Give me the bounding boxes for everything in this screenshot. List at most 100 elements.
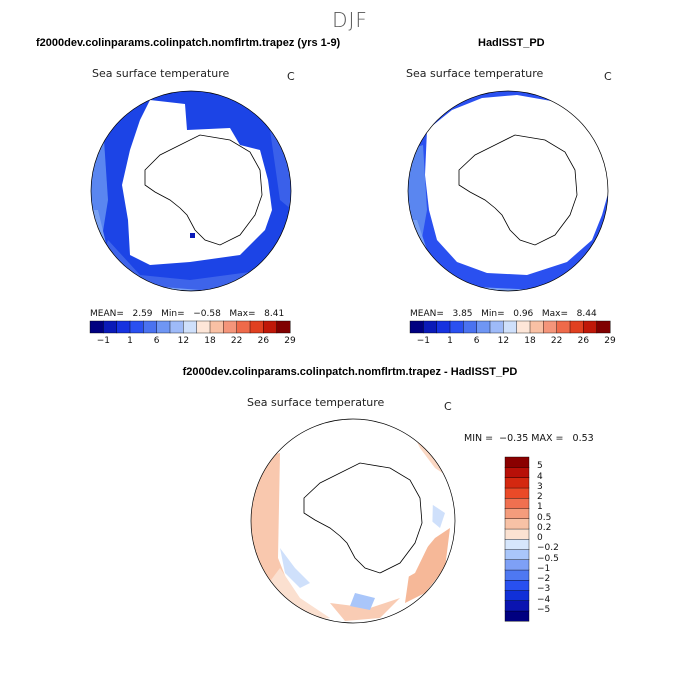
colorbar-swatch (504, 559, 530, 571)
colorbar-level-label: 0.5 (537, 512, 552, 523)
colorbar-swatch (504, 456, 530, 468)
panel1-stats: MEAN= 2.59 Min= −0.58 Max= 8.41 (90, 309, 284, 319)
panel3-warm-anomaly-east (405, 528, 450, 603)
panel2-min-label: Min= (481, 309, 505, 319)
colorbar-swatch (143, 320, 158, 334)
panel2-colorbar-ticks: −1 1 6 12 18 22 26 29 (410, 336, 616, 348)
panel2-max-value: 8.44 (576, 309, 597, 319)
colorbar-swatch (529, 320, 544, 334)
panel1-min-label: Min= (161, 309, 185, 319)
colorbar-tick-label: 1 (127, 336, 133, 346)
colorbar-tick-label: −1 (96, 336, 110, 346)
colorbar-swatch (543, 320, 558, 334)
colorbar-swatch (583, 320, 598, 334)
colorbar-level-label: −5 (537, 604, 551, 615)
panel1-units: C (287, 70, 295, 83)
panel1-min-value: −0.58 (193, 309, 221, 319)
colorbar-swatch (223, 320, 238, 334)
colorbar-swatch (504, 590, 530, 602)
panel2-stats: MEAN= 3.85 Min= 0.96 Max= 8.44 (410, 309, 597, 319)
panel1-ice-mask (122, 100, 272, 265)
colorbar-swatch (504, 610, 530, 622)
panel3-colorbar (504, 456, 530, 622)
colorbar-swatch (504, 497, 530, 509)
colorbar-swatch (516, 320, 531, 334)
panel2-warm-band-west (408, 145, 427, 270)
colorbar-swatch (169, 320, 184, 334)
colorbar-level-label: 0 (537, 533, 543, 543)
panel2-polar-map (407, 90, 609, 292)
panel1-polar-map (90, 90, 292, 292)
colorbar-level-label: 4 (537, 471, 543, 482)
panel2-title: HadISST_PD (478, 37, 545, 49)
panel1-mean-label: MEAN= (90, 309, 124, 319)
panel2-antarctica-outline (458, 134, 578, 246)
panel3-stats: MIN = −0.35 MAX = 0.53 (464, 433, 594, 444)
colorbar-swatch (476, 320, 491, 334)
panel2-variable: Sea surface temperature (406, 67, 544, 80)
colorbar-tick-label: 12 (497, 336, 510, 346)
colorbar-swatch (236, 320, 251, 334)
colorbar-tick-label: 18 (524, 336, 536, 346)
colorbar-level-label: −3 (537, 584, 551, 595)
colorbar-tick-label: 22 (550, 336, 563, 346)
colorbar-tick-label: 26 (577, 336, 590, 346)
panel3-map-border (250, 418, 456, 624)
colorbar-level-label: 0.2 (537, 522, 552, 533)
panel3-max-label: MAX = (531, 433, 564, 444)
panel3-min-value: −0.35 (499, 433, 529, 444)
colorbar-level-label: 2 (537, 492, 543, 502)
colorbar-swatch (129, 320, 144, 334)
colorbar-swatch (156, 320, 171, 334)
panel2-mean-label: MEAN= (410, 309, 444, 319)
panel3-polar-map (250, 418, 456, 624)
panel3-cool-anomaly-west (280, 548, 310, 588)
colorbar-swatch (596, 320, 611, 334)
colorbar-swatch (503, 320, 518, 334)
panel3-warm-anomaly-west (251, 453, 290, 598)
panel3-cool-anomaly-south (350, 593, 375, 610)
colorbar-swatch (116, 320, 131, 334)
panel1-antarctica-outline (144, 134, 263, 246)
panel2-max-label: Max= (541, 309, 569, 319)
colorbar-swatch (436, 320, 451, 334)
panel2-ice-mask (425, 95, 608, 275)
colorbar-tick-label: 22 (230, 336, 243, 346)
colorbar-swatch (504, 477, 530, 489)
colorbar-tick-label: 29 (604, 336, 616, 346)
colorbar-swatch (489, 320, 504, 334)
panel3-antarctica-outline (303, 462, 423, 574)
colorbar-swatch (504, 487, 530, 499)
panel2-map-border (407, 90, 609, 292)
panel3-warm-anomaly-south (330, 598, 400, 621)
colorbar-level-label: −2 (537, 574, 551, 584)
colorbar-swatch (183, 320, 198, 334)
colorbar-swatch (556, 320, 571, 334)
colorbar-tick-label: 12 (177, 336, 190, 346)
colorbar-swatch (409, 320, 424, 334)
panel1-map-border (90, 90, 292, 292)
panel3-ice-mask (292, 443, 433, 593)
colorbar-swatch (423, 320, 438, 334)
panel1-title: f2000dev.colinparams.colinpatch.nomflrtm… (36, 37, 341, 49)
panel3-min-label: MIN = (464, 433, 494, 444)
colorbar-swatch (504, 528, 530, 540)
colorbar-swatch (504, 508, 530, 520)
colorbar-swatch (504, 518, 530, 530)
panel3-max-value: 0.53 (572, 433, 594, 444)
colorbar-swatch (504, 538, 530, 550)
panel2-mean-value: 3.85 (452, 309, 473, 319)
colorbar-swatch (89, 320, 104, 334)
colorbar-swatch (249, 320, 264, 334)
colorbar-swatch (276, 320, 291, 334)
colorbar-swatch (463, 320, 478, 334)
panel2-units: C (604, 70, 612, 83)
colorbar-swatch (209, 320, 224, 334)
season-title: DJF (332, 8, 368, 32)
colorbar-swatch (196, 320, 211, 334)
panel1-anomaly-pixel (190, 233, 195, 238)
colorbar-level-label: −1 (537, 563, 551, 574)
colorbar-level-label: −0.5 (537, 553, 559, 564)
panel1-max-value: 8.41 (264, 309, 285, 319)
panel3-colorbar-labels: 5 4 3 2 1 0.5 0.2 0 −0.2 −0.5 −1 −2 −3 −4 −5 (537, 457, 577, 621)
